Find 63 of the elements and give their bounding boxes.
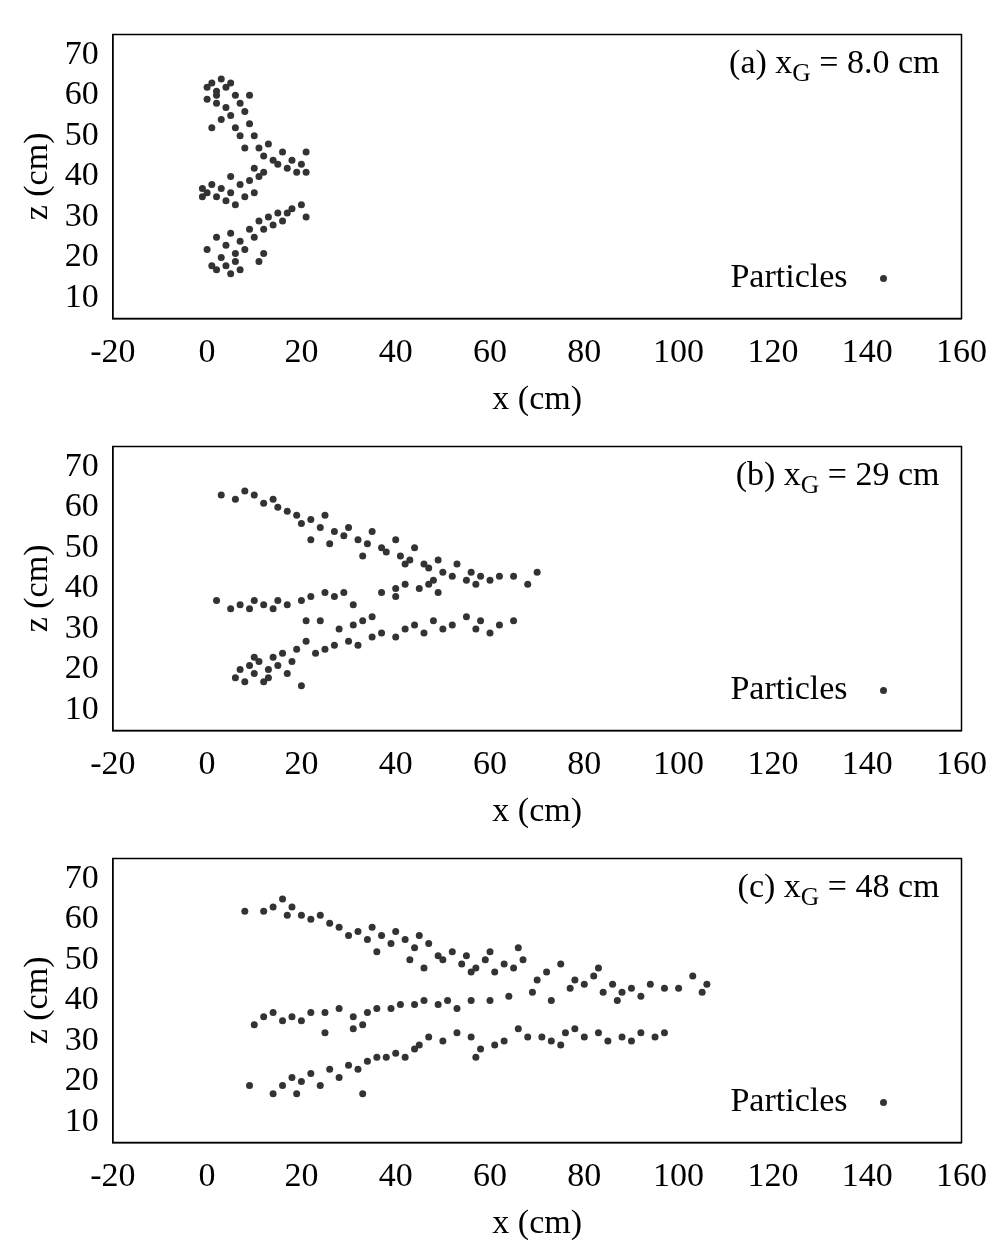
x-tick-label: 140 [841,1155,893,1193]
x-tick-label: 140 [841,743,893,781]
x-tick-label: 20 [284,331,319,369]
x-tick-label: 40 [378,1155,413,1193]
x-tick-label: 160 [936,743,987,781]
x-tick-label: -20 [90,331,136,369]
y-tick-label: 40 [64,979,99,1017]
y-tick-label: 60 [64,898,99,936]
x-tick-label: 160 [936,331,987,369]
y-tick-label: 20 [64,236,99,274]
x-axis-title: x (cm) [492,378,582,417]
x-axis-title: x (cm) [492,1202,582,1241]
y-tick-label: 70 [64,445,99,483]
y-tick-label: 30 [64,195,99,233]
y-tick-label: 40 [64,567,99,605]
y-tick-label: 30 [64,1019,99,1057]
x-tick-label: 80 [567,331,602,369]
x-tick-label: 100 [653,1155,705,1193]
legend-label: Particles [730,669,848,707]
x-tick-label: 60 [473,743,507,781]
x-tick-label: 40 [378,743,413,781]
legend-label: Particles [730,1081,848,1119]
y-tick-label: 10 [64,1101,99,1139]
annotation: (b) x$_{G}$ = 29 cm [735,454,940,502]
x-tick-label: 80 [567,1155,602,1193]
x-tick-label: 140 [841,331,893,369]
y-tick-label: 10 [64,689,99,727]
x-tick-label: 40 [378,331,413,369]
legend-label: Particles [730,257,848,295]
x-tick-label: 0 [198,743,216,781]
y-axis-title: z (cm) [17,544,56,633]
x-tick-label: 80 [567,743,602,781]
annotation: (c) x$_{G}$ = 48 cm [737,866,940,914]
y-tick-label: 10 [64,277,99,315]
y-tick-label: 70 [64,33,99,71]
x-tick-label: 120 [747,743,799,781]
x-tick-label: 160 [936,1155,987,1193]
x-tick-label: 20 [284,1155,319,1193]
y-tick-label: 50 [64,938,99,976]
y-axis-title: z (cm) [17,956,56,1045]
y-tick-label: 50 [64,114,99,152]
x-tick-label: 100 [653,331,705,369]
x-tick-label: 100 [653,743,705,781]
x-tick-label: 120 [747,1155,799,1193]
y-tick-label: 70 [64,857,99,895]
y-tick-label: 20 [64,1060,99,1098]
x-tick-label: 20 [284,743,319,781]
x-tick-label: 60 [473,331,507,369]
y-tick-label: 60 [64,74,99,112]
x-tick-label: 120 [747,331,799,369]
x-tick-label: -20 [90,743,136,781]
x-tick-label: 0 [198,1155,216,1193]
x-tick-label: -20 [90,1155,136,1193]
x-tick-label: 60 [473,1155,507,1193]
y-axis-title: z (cm) [17,132,56,221]
y-tick-label: 30 [64,607,99,645]
x-tick-label: 0 [198,331,216,369]
y-tick-label: 40 [64,155,99,193]
annotation: (a) x$_{G}$ = 8.0 cm [729,42,940,90]
x-axis-title: x (cm) [492,790,582,829]
y-tick-label: 50 [64,526,99,564]
y-tick-label: 20 [64,648,99,686]
y-tick-label: 60 [64,486,99,524]
